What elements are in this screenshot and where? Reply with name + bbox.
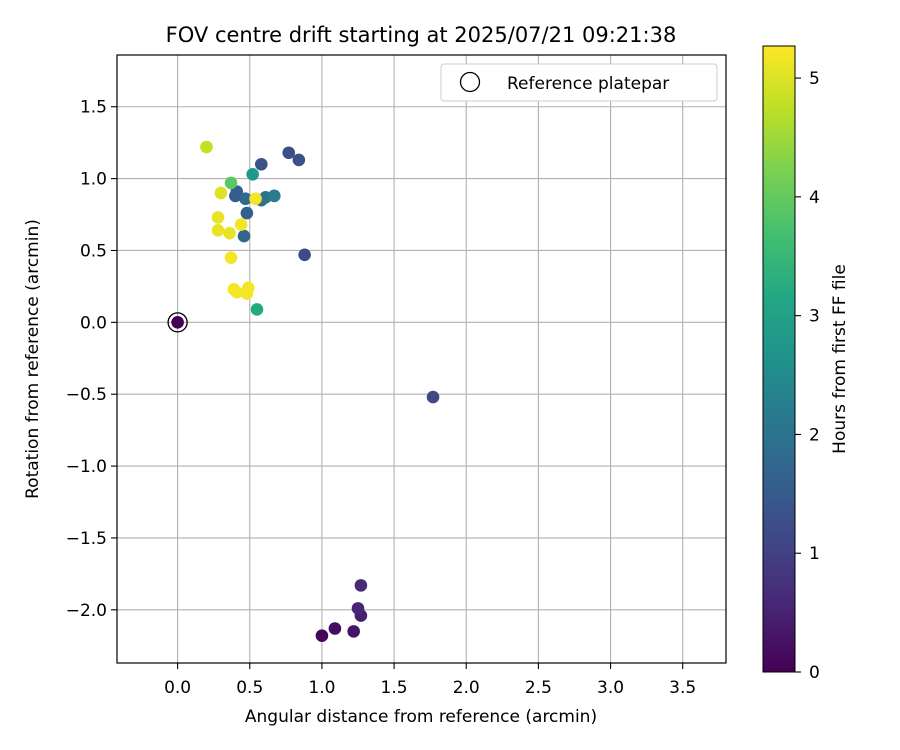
- x-tick-label: 1.5: [381, 678, 408, 698]
- colorbar-tick-label: 2: [809, 425, 820, 445]
- plot-frame: [116, 54, 727, 664]
- data-point: [250, 303, 264, 316]
- colorbar-ticks: 0 1 2 3 4 5: [795, 69, 820, 683]
- data-point: [200, 140, 213, 154]
- y-axis-ticks: −2.0 −1.5 −1.0 −0.5 0.0 0.5 1.0 1.5: [66, 98, 117, 621]
- y-tick-label: 0.5: [80, 241, 107, 261]
- y-tick-label: −0.5: [66, 385, 107, 405]
- colorbar-tick-label: 3: [809, 307, 820, 327]
- data-point: [246, 168, 259, 181]
- data-point: [211, 211, 225, 224]
- y-tick-label: −2.0: [66, 601, 107, 621]
- data-point: [249, 192, 262, 206]
- y-axis-label: Rotation from reference (arcmin): [23, 219, 43, 499]
- data-point: [315, 629, 329, 642]
- y-tick-label: 1.0: [80, 170, 107, 190]
- data-point: [255, 157, 268, 171]
- data-point: [171, 316, 184, 329]
- legend-marker-reference: [459, 71, 481, 93]
- x-axis-label: Angular distance from reference (arcmin): [245, 707, 597, 727]
- legend: Reference platepar: [440, 63, 718, 102]
- chart-title: FOV centre drift starting at 2025/07/21 …: [166, 23, 677, 47]
- colorbar-tick-label: 5: [809, 69, 820, 89]
- data-point: [328, 622, 342, 635]
- x-tick-label: 0.0: [164, 678, 191, 698]
- data-point: [426, 390, 440, 404]
- x-tick-label: 2.0: [453, 678, 480, 698]
- data-point: [354, 579, 368, 592]
- data-point: [237, 229, 251, 243]
- y-tick-label: 1.5: [80, 98, 107, 118]
- legend-label-reference: Reference platepar: [507, 74, 669, 94]
- colorbar-label: Hours from first FF file: [830, 264, 850, 454]
- data-point: [224, 251, 238, 264]
- data-points: [167, 140, 440, 642]
- x-tick-label: 1.0: [308, 678, 335, 698]
- colorbar: [762, 45, 796, 673]
- reference-marker: [167, 312, 188, 333]
- colorbar-tick-label: 1: [809, 544, 820, 564]
- colorbar-tick-label: 0: [809, 663, 820, 683]
- data-point: [282, 146, 296, 160]
- data-point: [223, 226, 236, 240]
- data-point: [242, 281, 255, 295]
- data-point: [292, 153, 306, 167]
- data-point: [214, 186, 228, 200]
- data-point: [347, 625, 360, 638]
- legend-box: [440, 63, 718, 102]
- data-point: [351, 602, 365, 615]
- data-point: [234, 218, 248, 231]
- x-tick-label: 3.0: [597, 678, 624, 698]
- x-tick-label: 2.5: [525, 678, 552, 698]
- y-tick-label: −1.0: [66, 457, 107, 477]
- x-tick-label: 3.5: [669, 678, 696, 698]
- grid: [117, 55, 726, 663]
- x-tick-label: 0.5: [236, 678, 263, 698]
- data-point: [298, 248, 311, 262]
- data-point: [224, 176, 238, 190]
- y-tick-label: −1.5: [66, 529, 107, 549]
- data-point: [230, 285, 244, 299]
- data-point: [268, 189, 281, 203]
- y-tick-label: 0.0: [80, 313, 107, 333]
- data-point: [239, 192, 252, 206]
- x-axis-ticks: 0.0 0.5 1.0 1.5 2.0 2.5 3.0 3.5: [164, 663, 696, 698]
- data-point: [211, 224, 225, 237]
- colorbar-tick-label: 4: [809, 188, 820, 208]
- data-point: [240, 206, 254, 220]
